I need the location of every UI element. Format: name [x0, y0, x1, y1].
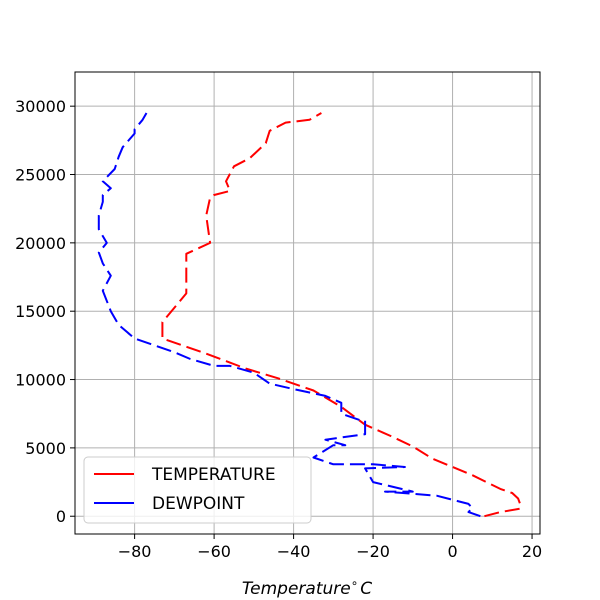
legend-label-dewpoint: DEWPOINT [152, 494, 245, 514]
series-layer [97, 112, 522, 518]
x-tick-label: 20 [522, 542, 542, 561]
legend: TEMPERATURE DEWPOINT [83, 456, 312, 524]
x-axis-label: Temperature∘ C [242, 576, 372, 599]
grid [75, 72, 540, 534]
ticks: −80 −60 −40 −20 0 20 0 5000 10000 15000 20000 25000… [15, 97, 542, 561]
x-tick-label: −20 [356, 542, 390, 561]
x-tick-label: −60 [197, 542, 231, 561]
y-tick-label: 0 [56, 507, 66, 526]
x-axis-label-unit: C [360, 579, 372, 599]
y-tick-label: 30000 [15, 97, 66, 116]
x-axis-label-degree: ∘ [351, 576, 359, 590]
legend-label-temperature: TEMPERATURE [151, 465, 276, 485]
y-tick-label: 25000 [15, 166, 66, 185]
y-tick-label: 5000 [25, 439, 66, 458]
series-line-temperature [161, 112, 522, 518]
y-tick-label: 20000 [15, 234, 66, 253]
legend-box [83, 456, 312, 524]
x-tick-label: −80 [118, 542, 152, 561]
x-axis-label-main: Temperature [242, 579, 351, 599]
x-tick-label: −40 [277, 542, 311, 561]
plot-frame [74, 71, 541, 535]
series-line-dewpoint [97, 112, 481, 518]
x-tick-label: 0 [447, 542, 457, 561]
y-tick-label: 15000 [15, 302, 66, 321]
y-tick-label: 10000 [15, 371, 66, 390]
